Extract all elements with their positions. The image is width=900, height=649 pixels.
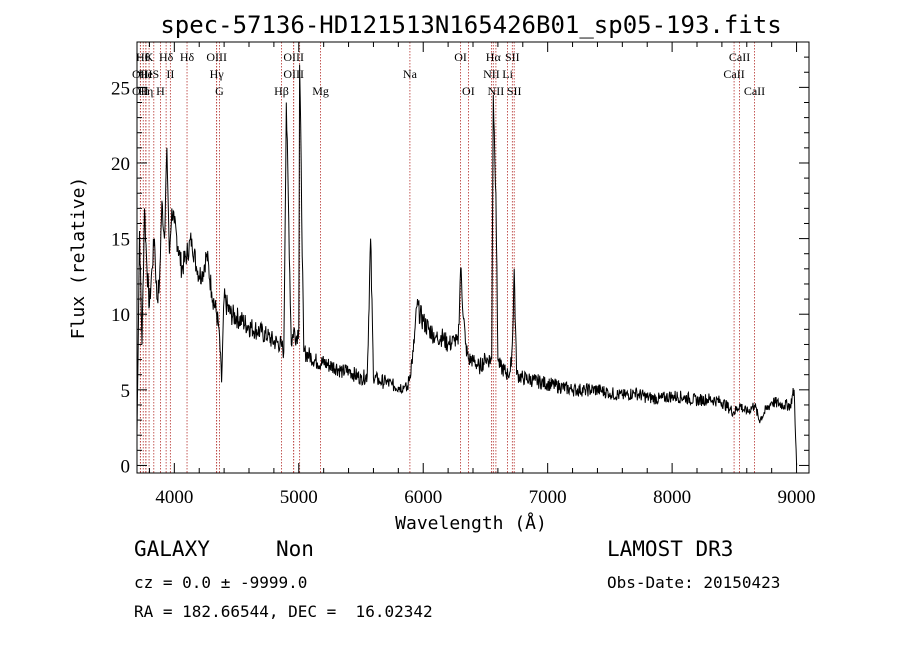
line-label-28: CaII <box>723 67 744 81</box>
line-label-22: NII <box>483 67 500 81</box>
line-label-6: IS <box>148 67 159 81</box>
line-label-13: G <box>215 84 224 98</box>
line-label-26: SII <box>505 50 520 64</box>
x-tick-label-6000: 6000 <box>404 487 442 508</box>
line-label-27: SII <box>507 84 522 98</box>
redshift-cz: cz = 0.0 ± -9999.0 <box>134 573 308 592</box>
chart-title: spec-57136-HD121513N165426B01_sp05-193.f… <box>160 11 781 39</box>
axis-ticks: 4000 5000 6000 7000 8000 9000 0 5 10 15 20 25 <box>111 42 816 508</box>
line-label-2: Hθ <box>136 50 151 64</box>
line-label-4: Hη <box>138 84 153 98</box>
line-label-16: OIII <box>283 67 304 81</box>
obs-date: Obs-Date: 20150423 <box>607 573 781 592</box>
line-label-25: Li <box>502 67 513 81</box>
y-tick-label-0: 0 <box>121 456 131 477</box>
x-tick-label-4000: 4000 <box>155 487 193 508</box>
object-subclass: Non <box>276 537 314 561</box>
y-axis-label: Flux (relative) <box>68 177 89 340</box>
line-label-12: Hγ <box>210 67 225 81</box>
line-label-10: Hδ <box>180 50 195 64</box>
x-tick-label-9000: 9000 <box>778 487 816 508</box>
object-class: GALAXY <box>134 537 210 561</box>
line-label-18: Mg <box>312 84 329 98</box>
y-tick-label-20: 20 <box>111 154 130 175</box>
line-label-23: Hα <box>486 50 502 64</box>
line-label-9: II <box>166 67 174 81</box>
line-label-7: H <box>156 84 165 98</box>
line-label-5: K <box>145 50 154 64</box>
x-tick-label-7000: 7000 <box>529 487 567 508</box>
line-label-14: Hβ <box>274 84 289 98</box>
line-label-15: OIII <box>283 50 304 64</box>
line-label-3: He <box>139 67 153 81</box>
line-label-20: OI <box>454 50 467 64</box>
line-label-19: Na <box>403 67 418 81</box>
line-label-24: NII <box>488 84 505 98</box>
x-tick-label-5000: 5000 <box>280 487 318 508</box>
emission-line-markers <box>139 42 755 473</box>
y-tick-label-15: 15 <box>111 230 130 251</box>
line-label-21: OI <box>462 84 475 98</box>
line-label-29: CaII <box>729 50 750 64</box>
ra-dec: RA = 182.66544, DEC = 16.02342 <box>134 602 433 621</box>
x-tick-label-8000: 8000 <box>653 487 691 508</box>
y-tick-label-10: 10 <box>111 305 130 326</box>
y-tick-label-5: 5 <box>121 381 131 402</box>
line-label-0: OII <box>132 67 149 81</box>
line-label-11: OIII <box>206 50 227 64</box>
x-axis-label: Wavelength (Å) <box>395 512 547 534</box>
line-label-8: Hδ <box>159 50 174 64</box>
spectrum-series-line <box>136 64 798 466</box>
y-tick-label-25: 25 <box>111 78 130 99</box>
plot-frame <box>136 41 810 474</box>
line-label-30: CaII <box>744 84 765 98</box>
survey-name: LAMOST DR3 <box>607 537 734 561</box>
